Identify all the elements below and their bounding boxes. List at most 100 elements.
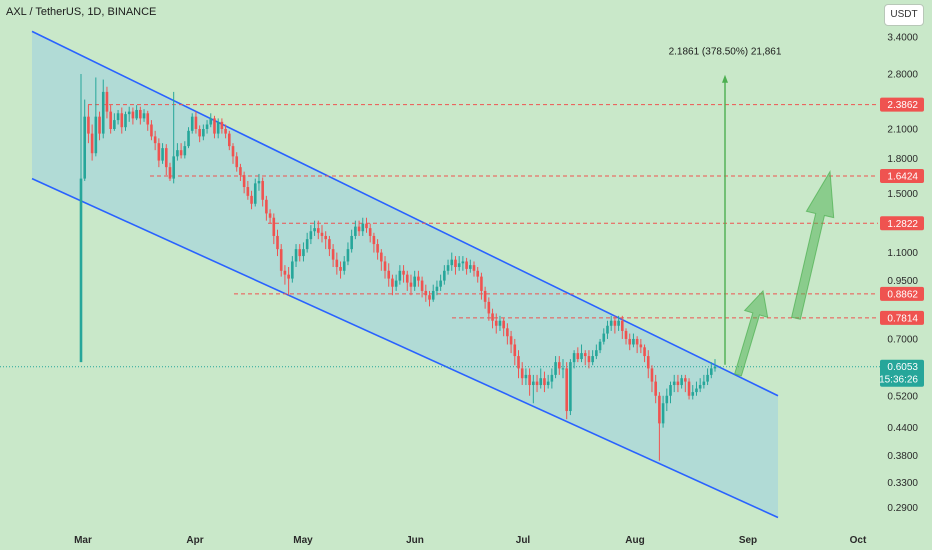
candle [372, 232, 376, 253]
x-tick-label: Sep [739, 535, 757, 546]
candle [409, 274, 413, 296]
candle [316, 220, 320, 240]
y-axis: 3.4000 2.8000 2.1000 1.8000 1.5000 1.1000 0.95… [887, 32, 918, 513]
y-tick-label: 2.1000 [887, 125, 918, 136]
svg-text:2.3862: 2.3862 [887, 100, 918, 111]
price-badges: 2.3862 1.6424 1.2822 0.8862 0.7814 0.6053 15:3… [879, 97, 924, 387]
svg-text:0.8862: 0.8862 [887, 289, 918, 300]
level-badge: 1.6424 [880, 168, 924, 183]
current-price-badge: 0.6053 15:36:26 [879, 359, 924, 387]
candle [276, 229, 279, 257]
candle [643, 344, 646, 363]
candle [669, 381, 672, 404]
candle [487, 297, 491, 321]
candle [650, 365, 654, 393]
candle [621, 315, 624, 339]
candle [695, 381, 698, 396]
candle [179, 143, 183, 159]
candle [291, 256, 294, 283]
candle [617, 315, 620, 331]
candle [205, 120, 209, 134]
candle [476, 267, 480, 283]
measure-label: 2.1861 (378.50%) 21,861 [669, 47, 782, 58]
candle [187, 127, 190, 149]
x-tick-label: Jun [406, 535, 424, 546]
candle [428, 290, 431, 307]
candle [639, 338, 643, 354]
x-axis: Mar Apr May Jun Jul Aug Sep Oct [74, 535, 867, 546]
candle [120, 107, 124, 134]
y-tick-label: 0.7000 [887, 334, 918, 345]
candle [109, 105, 112, 134]
candle [391, 274, 394, 296]
candle [320, 225, 324, 243]
candle [268, 209, 272, 224]
candle [331, 244, 335, 268]
candle [609, 315, 613, 331]
y-tick-label: 3.4000 [887, 32, 918, 43]
candle [116, 109, 120, 125]
candle [654, 374, 657, 404]
candle [83, 99, 87, 181]
projection-arrow [734, 289, 769, 377]
candle [446, 259, 450, 275]
candle [350, 229, 353, 253]
candle [164, 144, 168, 176]
y-tick-label: 1.8000 [887, 154, 918, 165]
candle [420, 276, 424, 298]
candle [354, 220, 357, 240]
candle [465, 257, 468, 275]
candle [591, 350, 594, 366]
candle [702, 374, 706, 389]
candle [265, 195, 268, 221]
candle [272, 213, 276, 245]
candle [565, 362, 568, 420]
target-arrows [722, 74, 835, 377]
candle [602, 328, 606, 345]
candle [698, 378, 702, 393]
candle [394, 274, 398, 291]
candle [339, 261, 342, 279]
channel-upper-line [31, 30, 779, 397]
candle [302, 242, 305, 262]
candle [417, 270, 420, 287]
svg-text:1.6424: 1.6424 [887, 171, 918, 182]
candle [672, 374, 676, 393]
candle [124, 111, 127, 131]
candle [294, 244, 298, 268]
y-tick-label: 0.4400 [887, 423, 918, 434]
candle [550, 368, 554, 389]
candle [105, 86, 109, 119]
x-tick-label: Oct [850, 535, 867, 546]
candle [398, 265, 402, 285]
y-tick-label: 0.3800 [887, 451, 918, 462]
candle [161, 143, 164, 164]
candle [246, 180, 250, 200]
y-tick-label: 2.8000 [887, 70, 918, 81]
x-tick-label: Mar [74, 535, 92, 546]
candle [90, 124, 94, 161]
y-tick-label: 0.9500 [887, 276, 918, 287]
candle [198, 125, 201, 143]
candle [457, 256, 461, 271]
candle [172, 91, 175, 184]
candle [287, 267, 290, 296]
candle [557, 356, 561, 375]
candle [554, 356, 557, 379]
candle [231, 143, 235, 164]
candle [472, 261, 476, 277]
candle [509, 330, 513, 354]
currency-button[interactable]: USDT [884, 4, 924, 26]
candle [335, 252, 339, 275]
candle [228, 130, 231, 151]
candle [635, 336, 639, 354]
channel-lower-line [31, 177, 779, 519]
candle [216, 118, 220, 139]
candle [706, 368, 709, 386]
candle [524, 368, 528, 386]
candle [405, 270, 409, 291]
candle [283, 265, 287, 285]
candle [587, 350, 591, 369]
candle [687, 378, 691, 400]
